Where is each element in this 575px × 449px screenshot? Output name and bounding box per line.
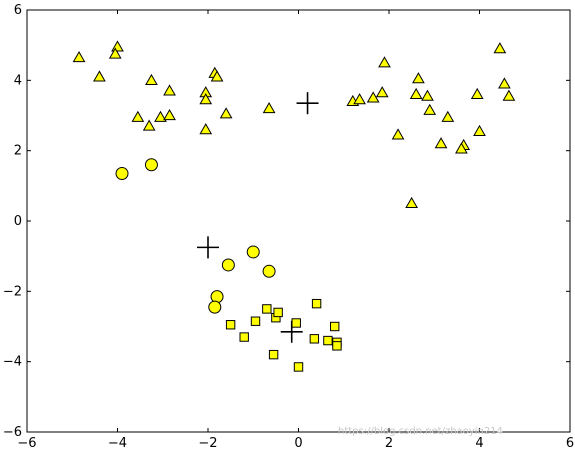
x-tick-label: −2 xyxy=(198,436,217,449)
circle-point xyxy=(210,290,224,304)
circle-point xyxy=(246,245,260,259)
x-tick-label: 6 xyxy=(566,436,574,449)
triangle-point xyxy=(375,86,389,98)
triangle-point xyxy=(262,101,276,114)
circle-point xyxy=(262,264,276,278)
triangle-point xyxy=(502,89,516,101)
triangle-point xyxy=(163,84,176,96)
circle-point xyxy=(208,300,222,314)
y-tick-label: −4 xyxy=(3,355,22,370)
square-point xyxy=(309,334,320,344)
triangle-point xyxy=(145,73,158,85)
square-point xyxy=(225,320,236,330)
triangle-point xyxy=(108,47,122,59)
triangle-point xyxy=(142,119,156,131)
axis-ticks: −6 −4 −2 0 2 4 6 −6 −4 −2 0 2 4 6 xyxy=(3,3,574,449)
square-point xyxy=(323,335,333,346)
watermark: https://blog.csdn.net/zhaoyin214 xyxy=(338,426,503,437)
plot-marks xyxy=(72,40,516,372)
circle-point xyxy=(115,167,129,181)
y-tick-label: −2 xyxy=(3,284,22,299)
triangle-point xyxy=(219,107,233,119)
square-point xyxy=(262,304,272,314)
square-point xyxy=(239,332,249,342)
triangle-point xyxy=(473,124,486,136)
triangle-point xyxy=(199,93,213,105)
triangle-point xyxy=(455,142,468,154)
triangle-point xyxy=(412,72,425,84)
triangle-point xyxy=(210,70,224,82)
square-point xyxy=(291,318,301,328)
triangle-point xyxy=(434,137,448,149)
triangle-point xyxy=(391,128,405,140)
triangle-point xyxy=(199,123,213,135)
triangle-point xyxy=(405,196,418,209)
triangle-point xyxy=(441,110,455,122)
square-point xyxy=(250,316,261,326)
x-tick-label: −6 xyxy=(17,436,36,449)
x-tick-label: 4 xyxy=(475,436,483,449)
triangle-point xyxy=(470,87,484,100)
x-tick-label: 2 xyxy=(385,436,393,449)
triangle-point xyxy=(498,77,511,89)
triangle-point xyxy=(163,108,176,121)
cluster-center-marker xyxy=(197,236,219,259)
y-tick-label: 6 xyxy=(14,3,22,18)
square-point xyxy=(268,349,279,360)
triangle-point xyxy=(423,103,437,115)
y-tick-label: 4 xyxy=(14,73,22,88)
triangle-point xyxy=(493,42,507,54)
triangle-point xyxy=(353,93,366,105)
circle-point xyxy=(144,158,158,172)
triangle-point xyxy=(111,40,124,52)
x-tick-label: 0 xyxy=(294,436,302,449)
cluster-center-marker xyxy=(280,320,303,343)
triangle-point xyxy=(378,56,391,68)
circle-point xyxy=(221,258,235,272)
y-tick-label: 2 xyxy=(14,144,22,159)
x-tick-label: −4 xyxy=(108,436,127,449)
square-point xyxy=(311,298,322,309)
square-point xyxy=(273,307,283,318)
square-point xyxy=(293,362,304,372)
square-point xyxy=(330,321,340,332)
triangle-point xyxy=(409,87,423,100)
triangle-point xyxy=(93,70,106,82)
y-tick-label: −6 xyxy=(3,425,22,440)
cluster-center-marker xyxy=(296,92,319,115)
triangle-point xyxy=(131,110,145,122)
triangle-point xyxy=(72,50,86,63)
square-point xyxy=(332,341,342,351)
triangle-point xyxy=(154,110,167,122)
triangle-point xyxy=(421,89,434,101)
y-tick-label: 0 xyxy=(14,214,22,229)
